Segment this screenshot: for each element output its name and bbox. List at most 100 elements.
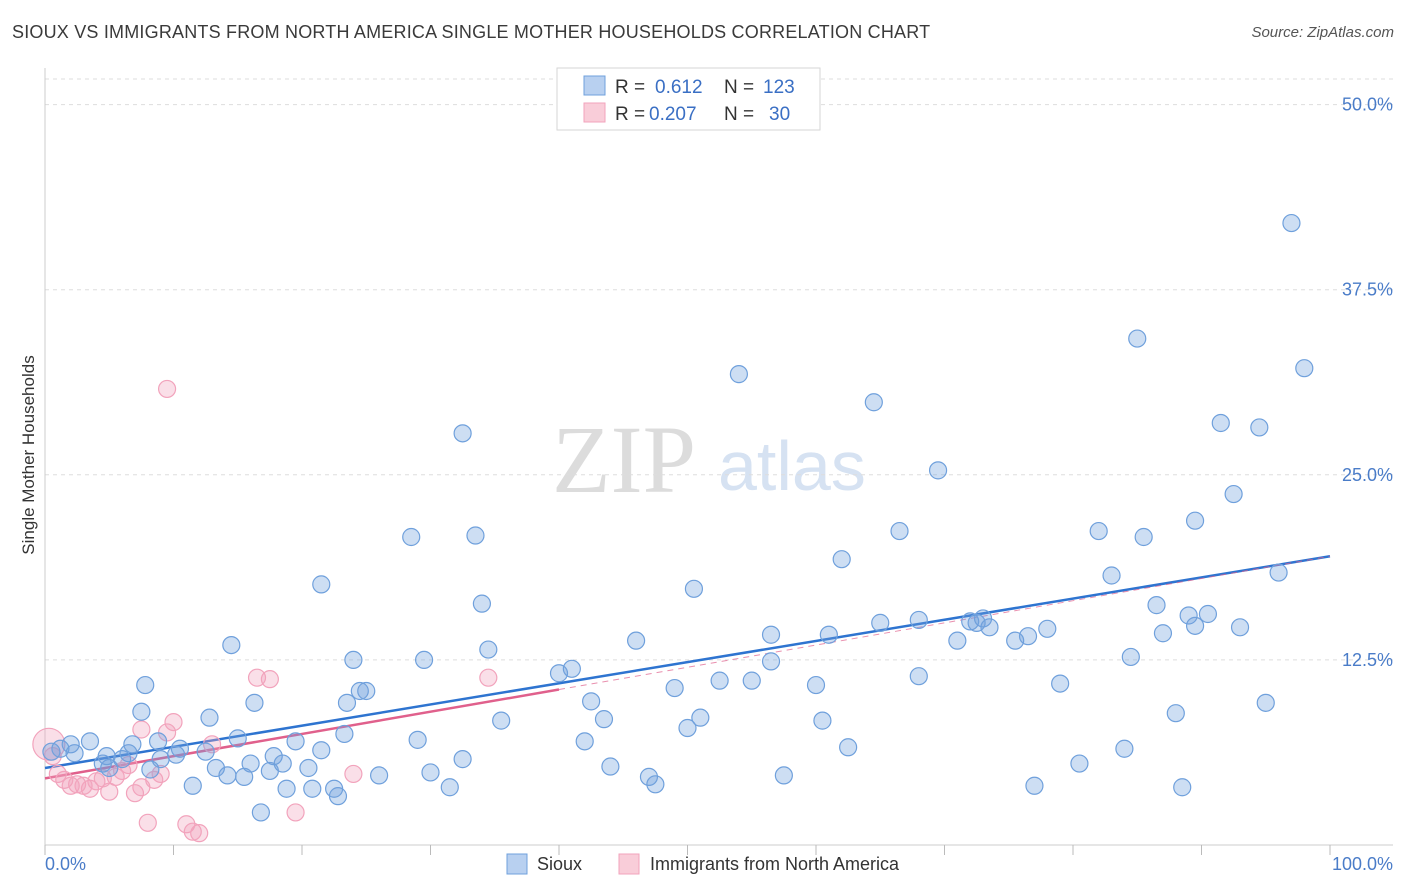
tick-labels: 12.5% 25.0% 37.5% 50.0% 0.0% 100.0% bbox=[45, 95, 1393, 874]
sioux-point bbox=[136, 675, 155, 695]
sioux-point bbox=[303, 779, 322, 798]
sioux-point bbox=[1070, 754, 1089, 773]
sioux-point bbox=[1102, 566, 1121, 585]
sioux-point bbox=[183, 776, 202, 795]
sioux-point bbox=[832, 550, 851, 569]
correlation-legend: R = 0.612 N = 123 R = 0.207 N = 30 bbox=[556, 67, 821, 131]
bottom-legend-swatch-sioux bbox=[506, 853, 528, 875]
sioux-point bbox=[51, 739, 70, 758]
sioux-point bbox=[928, 461, 948, 480]
sioux-point bbox=[1089, 521, 1108, 541]
sioux-point bbox=[710, 671, 729, 690]
immigrants-point bbox=[164, 712, 183, 732]
sioux-point bbox=[1224, 484, 1243, 504]
sioux-point bbox=[729, 365, 749, 384]
sioux-point bbox=[1230, 618, 1250, 637]
sioux-point bbox=[402, 527, 421, 547]
sioux-point bbox=[1121, 647, 1140, 667]
immigrants-point bbox=[190, 824, 209, 843]
sioux-point bbox=[286, 732, 305, 751]
immigrants-point bbox=[138, 813, 157, 832]
sioux-point bbox=[414, 650, 434, 670]
legend-r-label-immigrants: R = bbox=[615, 104, 645, 125]
sioux-point bbox=[639, 767, 659, 786]
sioux-point bbox=[1147, 596, 1166, 615]
sioux-point bbox=[148, 732, 168, 751]
sioux-point bbox=[1134, 527, 1153, 547]
sioux-point bbox=[1282, 213, 1301, 233]
sioux-point bbox=[123, 735, 142, 754]
legend-r-value-immigrants: 0.207 bbox=[649, 104, 697, 125]
sioux-point bbox=[357, 681, 376, 701]
immigrants-trend-extension bbox=[558, 555, 1331, 691]
sioux-point bbox=[479, 640, 498, 659]
sioux-point bbox=[839, 738, 858, 757]
sioux-point bbox=[218, 766, 237, 785]
y-tick-label: 25.0% bbox=[1342, 465, 1393, 485]
sioux-point bbox=[119, 744, 138, 763]
sioux-point bbox=[909, 667, 928, 686]
sioux-point bbox=[1211, 413, 1230, 433]
sioux-point bbox=[408, 730, 427, 749]
sioux-point bbox=[370, 766, 389, 785]
sioux-point bbox=[1038, 619, 1057, 638]
sioux-point bbox=[61, 735, 80, 754]
sioux-point bbox=[466, 526, 485, 545]
sioux-point bbox=[1018, 627, 1038, 646]
sioux-point bbox=[65, 744, 84, 763]
watermark: ZIP atlas bbox=[552, 406, 866, 513]
immigrants-point bbox=[479, 668, 498, 687]
bottom-legend-immigrants: Immigrants from North America bbox=[650, 854, 900, 874]
sioux-point bbox=[350, 681, 369, 701]
immigrants-point bbox=[80, 779, 100, 798]
sioux-point bbox=[100, 758, 119, 778]
grid bbox=[45, 78, 1393, 661]
sioux-point bbox=[1269, 563, 1288, 582]
immigrants-point bbox=[151, 764, 170, 784]
sioux-point bbox=[245, 693, 264, 712]
sioux-point bbox=[684, 579, 704, 598]
watermark-atlas: atlas bbox=[718, 427, 866, 505]
immigrants-point bbox=[344, 764, 363, 784]
y-tick-label: 12.5% bbox=[1342, 650, 1393, 670]
sioux-points bbox=[42, 213, 1314, 822]
sioux-point bbox=[97, 747, 116, 766]
sioux-point bbox=[492, 711, 511, 730]
sioux-point bbox=[1153, 624, 1173, 643]
sioux-point bbox=[575, 732, 594, 751]
sioux-point bbox=[909, 610, 928, 630]
sioux-point bbox=[170, 739, 190, 758]
sioux-point bbox=[1185, 511, 1205, 530]
immigrants-point bbox=[183, 822, 202, 841]
immigrants-point bbox=[202, 735, 222, 754]
legend-n-value-immigrants: 30 bbox=[769, 104, 790, 125]
sioux-point bbox=[1025, 776, 1044, 795]
sioux-point bbox=[646, 775, 665, 794]
sioux-point bbox=[1173, 778, 1192, 797]
sioux-point bbox=[421, 763, 440, 782]
sioux-point bbox=[871, 613, 890, 632]
sioux-point bbox=[1185, 616, 1205, 635]
axes bbox=[44, 68, 1393, 855]
sioux-point bbox=[1115, 739, 1134, 758]
legend-n-label-sioux: N = bbox=[724, 77, 754, 98]
legend-swatch-immigrants bbox=[583, 102, 606, 123]
sioux-point bbox=[774, 766, 793, 785]
sioux-point bbox=[277, 779, 296, 798]
sioux-point bbox=[453, 424, 472, 443]
y-axis-label: Single Mother Households bbox=[19, 355, 38, 554]
sioux-point bbox=[582, 692, 601, 711]
sioux-trend-line bbox=[44, 555, 1331, 770]
sioux-point bbox=[1250, 418, 1269, 437]
sioux-point bbox=[594, 710, 614, 729]
immigrants-point bbox=[61, 776, 80, 795]
source-note: Source: ZipAtlas.com bbox=[1251, 24, 1394, 41]
sioux-point bbox=[1051, 674, 1070, 693]
immigrants-trend-line bbox=[44, 688, 560, 780]
sioux-point bbox=[222, 635, 241, 655]
sioux-point bbox=[80, 732, 100, 751]
immigrants-point bbox=[132, 720, 151, 739]
immigrants-point bbox=[260, 670, 279, 689]
sioux-point bbox=[819, 625, 838, 644]
sioux-point bbox=[273, 754, 292, 773]
